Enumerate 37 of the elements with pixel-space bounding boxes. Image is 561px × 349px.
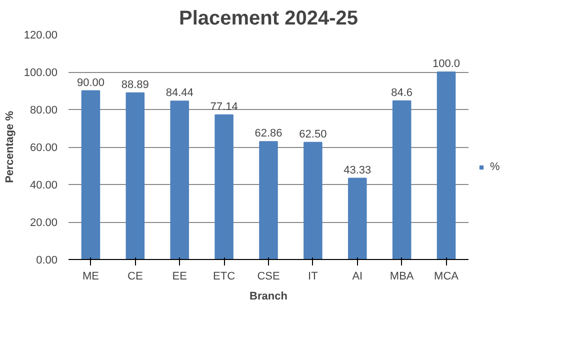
x-tick-label: ME [82,270,99,282]
bar [304,142,322,260]
y-tick-label: 120.00 [24,30,58,42]
y-tick-label: 100.00 [24,67,58,79]
data-label: 100.0 [432,58,460,70]
y-tick-label: 0.00 [36,254,58,266]
data-label: 84.6 [391,86,413,99]
x-tick-label: MBA [390,270,414,282]
x-tick-label: IT [308,270,318,282]
y-tick-label: 80.00 [30,104,58,116]
bar [81,90,100,260]
x-tick-label: MCA [434,270,460,282]
chart-title: Placement 2024-25 [179,8,358,30]
bar [436,72,456,260]
x-tick-label: CE [128,270,143,282]
bar [392,100,412,260]
bar [348,178,367,260]
data-label: 90.00 [76,76,104,89]
x-axis-title: Branch [250,290,288,302]
y-axis-title: Percentage % [4,110,16,184]
y-tick-label: 20.00 [30,217,58,229]
bar [170,100,189,260]
bar [259,141,278,260]
bar [126,92,145,260]
data-label: 88.89 [121,78,149,91]
x-tick-label: AI [352,270,363,282]
y-tick-label: 60.00 [30,142,58,154]
y-tick-label: 40.00 [30,180,58,192]
data-label: 62.50 [299,128,327,140]
x-tick-label: EE [172,270,187,282]
data-label: 43.33 [344,164,372,176]
bar [214,114,234,260]
data-label: 84.44 [166,87,194,100]
data-label: 62.86 [254,128,282,140]
legend-label: % [490,160,501,172]
x-tick-label: CSE [257,270,280,282]
x-tick-label: ETC [213,270,236,282]
